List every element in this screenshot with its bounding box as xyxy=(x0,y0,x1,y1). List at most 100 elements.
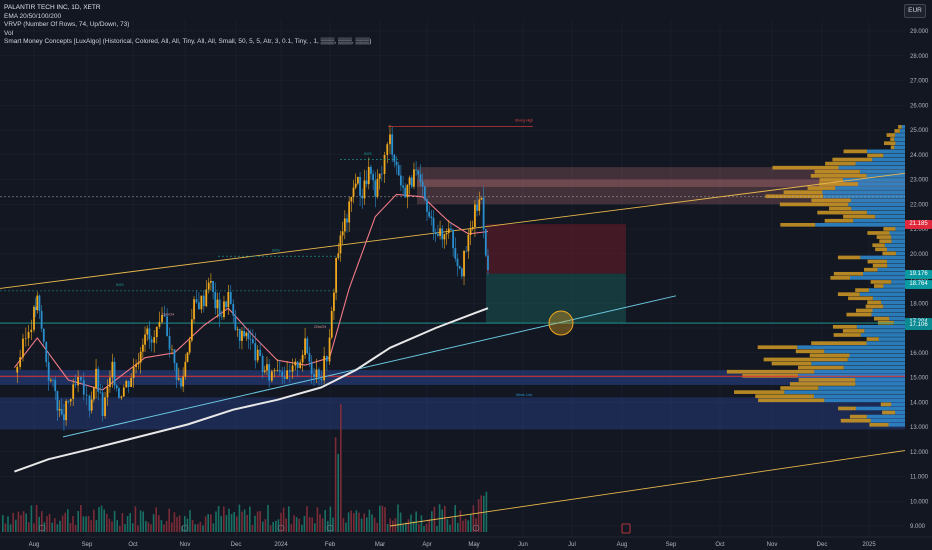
volume-bar xyxy=(290,524,293,532)
candle-body xyxy=(245,332,248,337)
indicator-vol[interactable]: Vol xyxy=(4,29,14,37)
candle-body xyxy=(359,176,361,196)
volume-bar xyxy=(425,523,428,532)
candle-body xyxy=(22,338,24,358)
volume-bar xyxy=(2,515,4,532)
indicator-vrvp[interactable]: VRVP (Number Of Rows, 74, Up/Down, 73) xyxy=(4,21,130,29)
currency-button[interactable]: EUR xyxy=(904,4,926,18)
vp-row-up xyxy=(871,312,905,317)
candle-body xyxy=(281,371,284,377)
vp-row-down xyxy=(838,406,856,411)
indicator-smc[interactable]: Smart Money Concepts [LuxAlgo] (Historic… xyxy=(4,38,372,46)
vp-row-down xyxy=(810,174,867,178)
volume-bar xyxy=(340,404,342,532)
candle-body xyxy=(365,180,368,185)
candle-body xyxy=(161,315,163,322)
volume-bar xyxy=(223,506,225,532)
y-tick-label: 12.000 xyxy=(910,450,929,456)
candle-body xyxy=(348,201,351,223)
vp-row-down xyxy=(809,353,850,358)
y-tick-label: 18.000 xyxy=(910,301,929,307)
candle-body xyxy=(188,340,191,353)
vp-row-down xyxy=(864,267,878,272)
price-axis[interactable]: 9.000 10.000 11.000 12.000 13.000 14.000 15.00… xyxy=(910,29,929,530)
volume-bar xyxy=(30,505,33,532)
vp-row-up xyxy=(864,329,905,333)
candle-body xyxy=(109,377,111,387)
volume-bar xyxy=(350,510,352,532)
y-tick-label: 28.000 xyxy=(910,54,929,60)
volume-bar xyxy=(28,522,30,532)
candle-body xyxy=(184,361,187,377)
candle-body xyxy=(259,349,262,357)
candle-body xyxy=(99,391,102,393)
candle-body xyxy=(484,229,487,256)
vp-row-up xyxy=(849,353,905,358)
vp-row-up xyxy=(895,227,905,231)
vp-row-up xyxy=(824,398,905,403)
volume-bar xyxy=(246,514,248,532)
candle-body xyxy=(175,363,178,380)
volume-bar xyxy=(402,524,404,532)
candle-body xyxy=(52,379,54,381)
candle-body xyxy=(426,199,428,212)
candle-body xyxy=(82,380,85,395)
candle-body xyxy=(341,231,344,236)
vp-row-up xyxy=(855,382,905,386)
vp-row-up xyxy=(860,333,905,337)
volume-bar xyxy=(67,509,69,532)
vp-row-up xyxy=(894,137,905,141)
candle-body xyxy=(115,385,118,389)
candle-body xyxy=(310,361,313,375)
candle-body xyxy=(323,355,326,381)
volume-bar xyxy=(454,505,456,532)
candle-body xyxy=(137,362,140,365)
volume-bar xyxy=(15,519,17,532)
vp-row-down xyxy=(798,365,844,370)
volume-bar xyxy=(134,506,137,532)
candle-body xyxy=(454,248,457,259)
price-tag: 18.764 xyxy=(905,279,932,289)
volume-bar xyxy=(316,507,319,532)
candle-body xyxy=(343,218,346,232)
candle-body xyxy=(337,253,340,258)
candle-body xyxy=(243,330,246,337)
candle-body xyxy=(408,177,411,185)
vp-row-down xyxy=(829,206,852,211)
volume-bar xyxy=(150,524,152,532)
volume-bar xyxy=(69,523,72,532)
volume-bar xyxy=(306,506,308,532)
candle-body xyxy=(463,250,465,277)
indicator-ema[interactable]: EMA 20/50/100/200 xyxy=(4,12,62,20)
volume-bar xyxy=(59,520,61,532)
volume-bar xyxy=(249,506,251,532)
volume-bar xyxy=(124,524,126,532)
vp-row-up xyxy=(881,300,905,305)
time-axis[interactable]: Aug Sep Oct Nov Dec 2024 Feb Mar Apr May Jun Jul Aug… xyxy=(0,536,932,548)
candle-body xyxy=(439,228,441,236)
volume-bar xyxy=(423,525,425,532)
symbol-title[interactable]: PALANTIR TECH INC, 1D, XETR xyxy=(4,4,101,11)
annotations: BOS BOS BOS CHoCH CHoCH Strong High Weak Low xyxy=(0,118,631,534)
candle-body xyxy=(186,352,189,362)
vp-row-up xyxy=(866,341,905,345)
volume-bar xyxy=(264,519,267,532)
candle-body xyxy=(467,234,470,252)
volume-bars xyxy=(2,404,488,532)
event-marker xyxy=(326,524,334,532)
vp-row-down xyxy=(765,194,824,199)
vp-row-up xyxy=(870,418,905,423)
volume-bar xyxy=(46,516,48,532)
vp-row-up xyxy=(872,296,905,301)
vp-row-down xyxy=(795,349,825,354)
vp-row-down xyxy=(876,235,892,239)
supply-zone-inner xyxy=(417,179,905,187)
candle-body xyxy=(410,177,413,187)
vp-row-down xyxy=(818,182,858,186)
candle-body xyxy=(120,396,123,398)
vp-row-up xyxy=(895,141,905,146)
candle-body xyxy=(74,384,77,386)
candle-body xyxy=(80,376,82,381)
candle-body xyxy=(60,409,63,415)
